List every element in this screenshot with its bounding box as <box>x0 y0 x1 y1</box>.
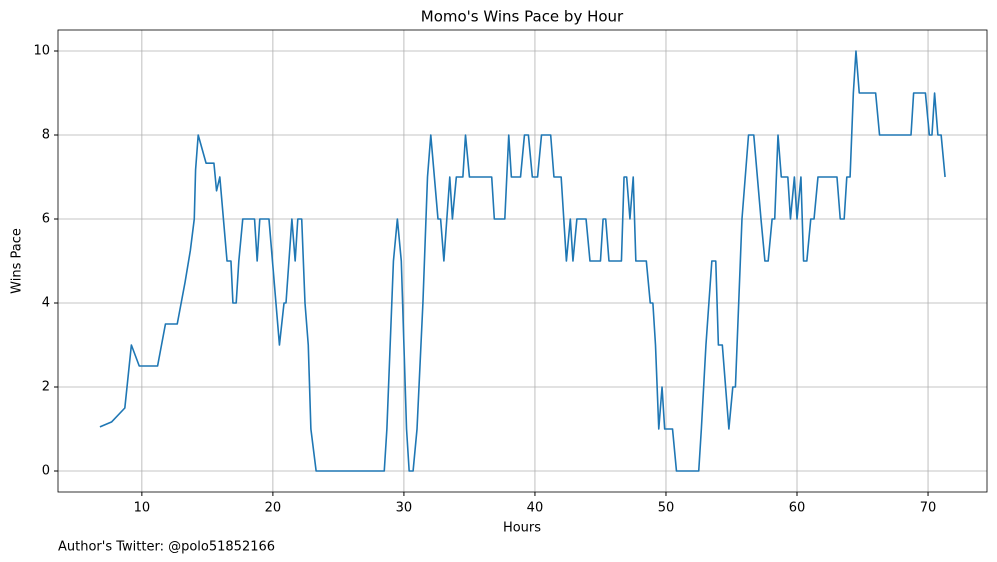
x-tick-label: 20 <box>265 501 282 516</box>
x-tick-label: 60 <box>789 501 806 516</box>
x-tick-label: 30 <box>396 501 413 516</box>
plot-frame <box>57 29 988 493</box>
y-tick-label: 2 <box>42 380 50 395</box>
annotation: Author's Twitter: @polo51852166 <box>58 540 275 555</box>
y-tick-label: 6 <box>42 212 50 227</box>
data-line <box>99 50 946 472</box>
y-tick-label: 10 <box>33 44 50 59</box>
chart-title: Momo's Wins Pace by Hour <box>421 8 624 26</box>
x-tick-label: 10 <box>134 501 151 516</box>
x-tick-label: 70 <box>920 501 937 516</box>
x-axis-label: Hours <box>503 521 541 536</box>
y-axis-label: Wins Pace <box>10 228 25 294</box>
x-tick-label: 40 <box>527 501 544 516</box>
x-tick-label: 50 <box>658 501 675 516</box>
y-tick-label: 0 <box>42 464 50 479</box>
y-tick-label: 4 <box>42 296 50 311</box>
y-tick-label: 8 <box>42 128 50 143</box>
